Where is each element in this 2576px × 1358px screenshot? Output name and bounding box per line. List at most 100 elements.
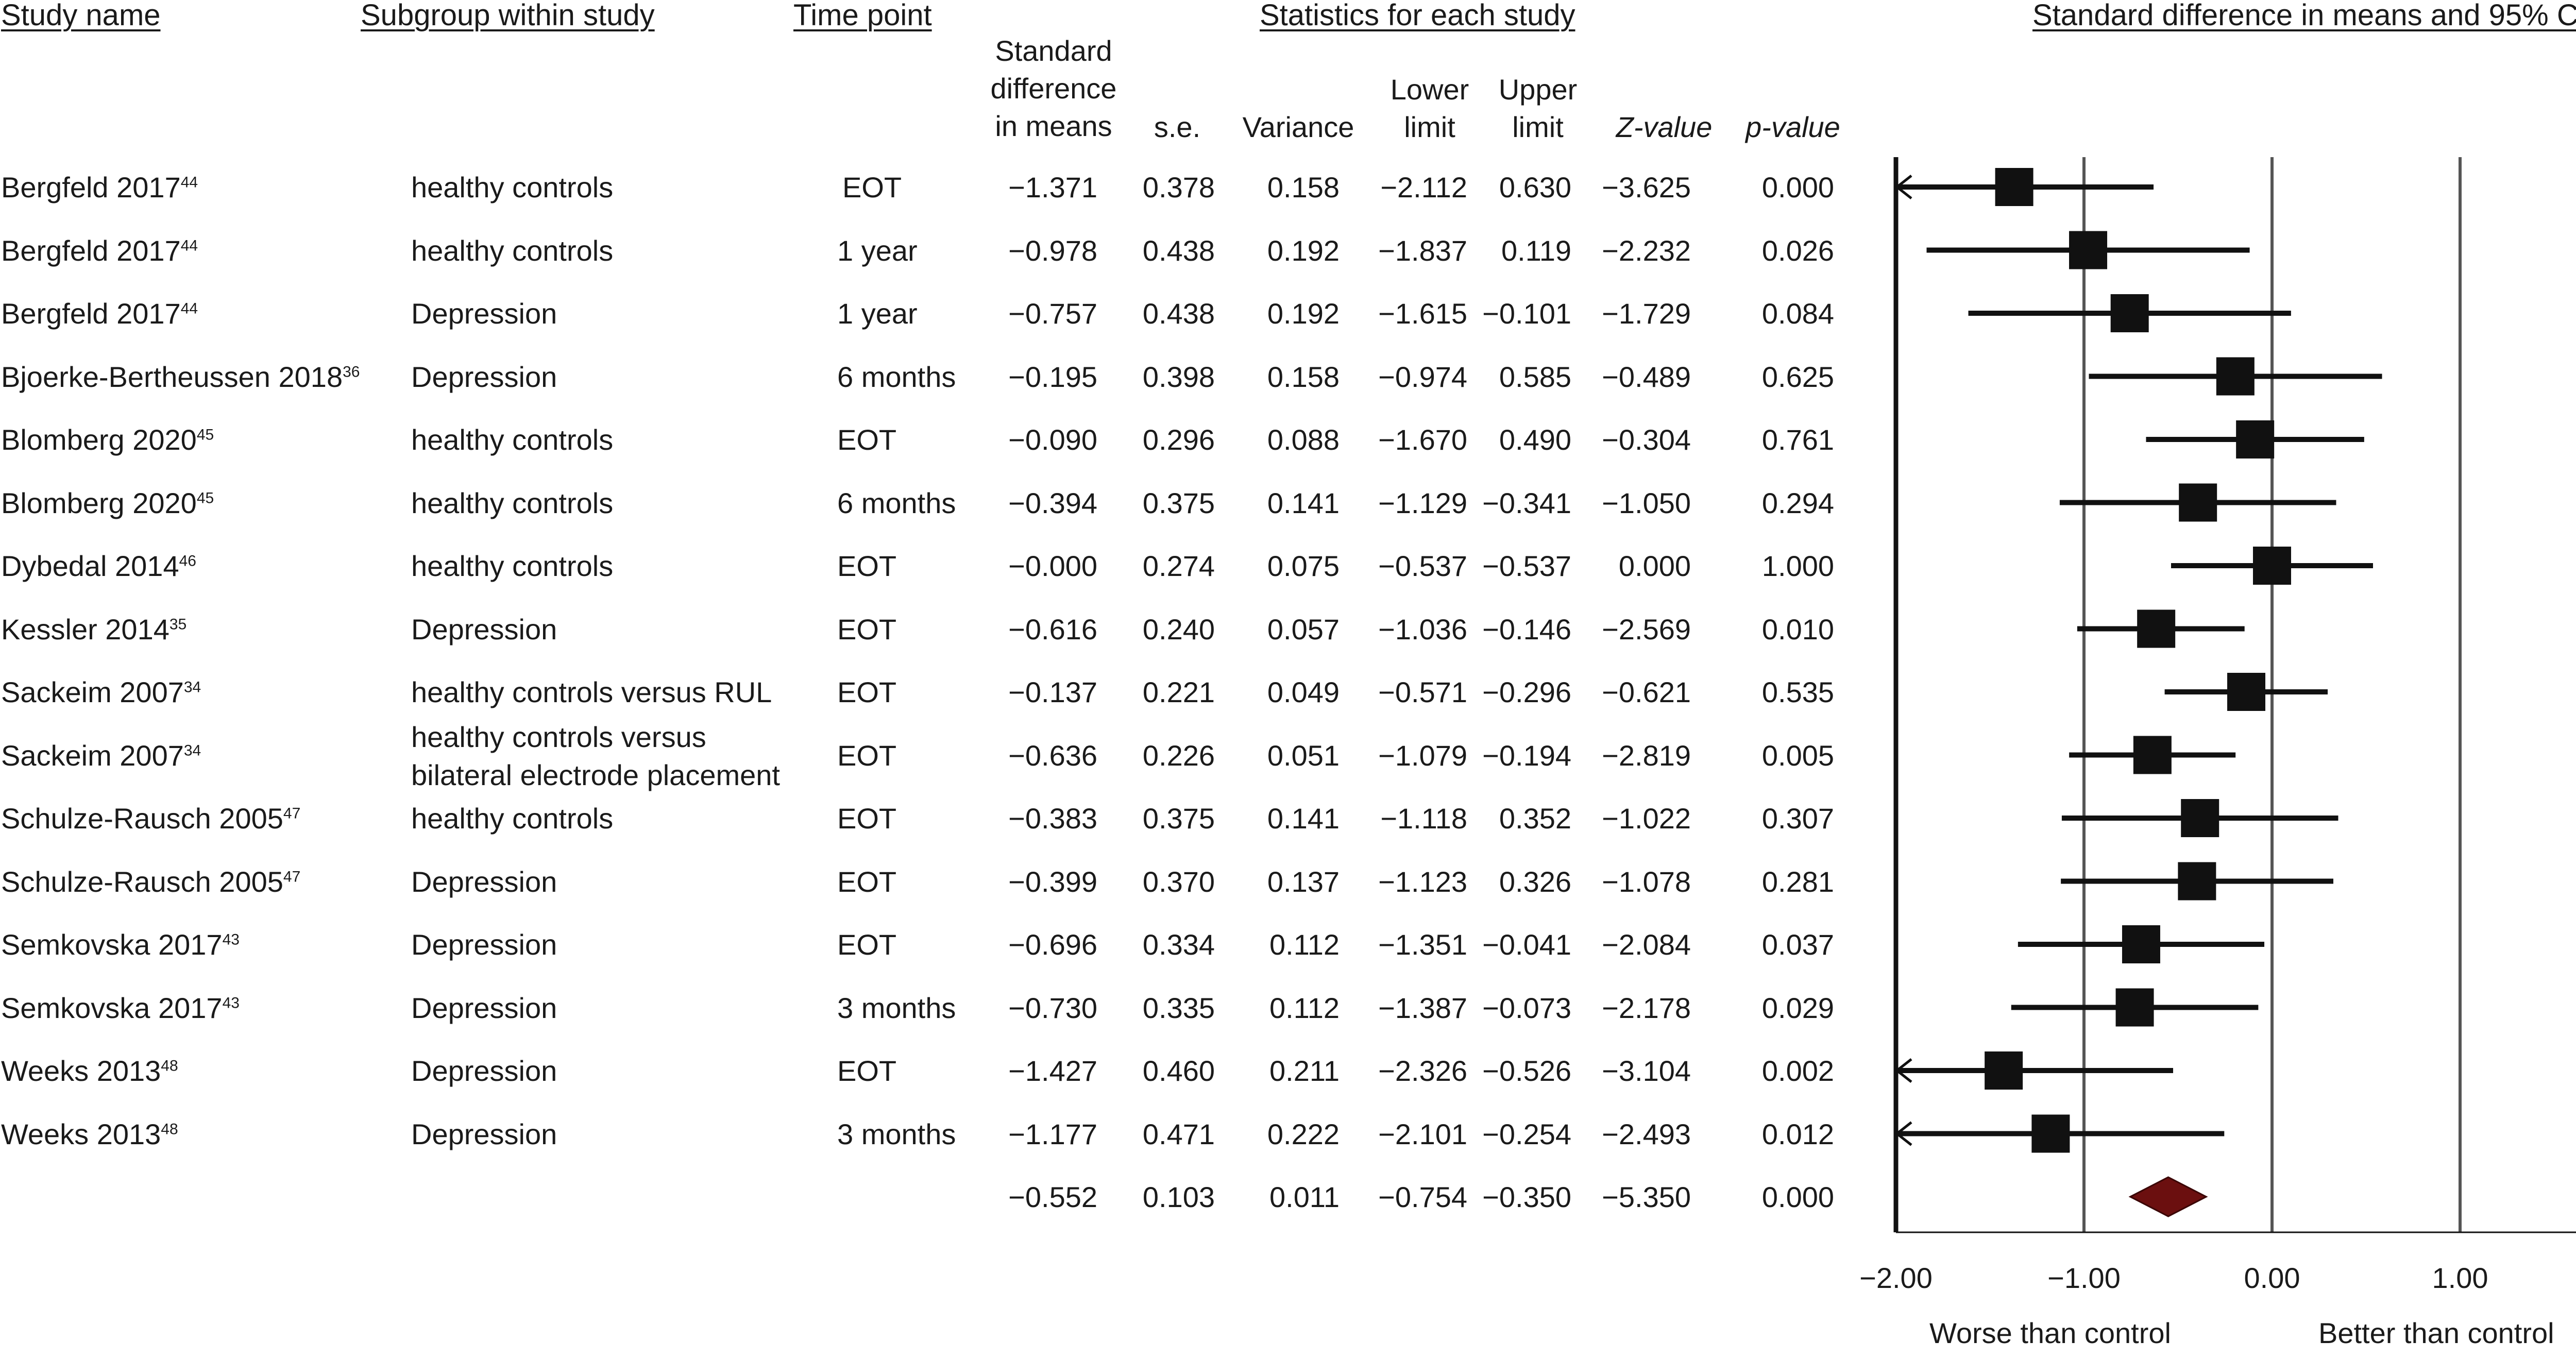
cell-subgroup: Depression — [411, 1117, 557, 1150]
cell-study-name: Sackeim 200734 — [1, 737, 201, 774]
cell-smd: −0.394 — [1008, 486, 1097, 519]
cell-lower: −1.615 — [1378, 297, 1467, 330]
cell-se: 0.398 — [1142, 360, 1215, 393]
cell-z: −1.729 — [1602, 297, 1691, 330]
study-name-text: Schulze-Rausch 2005 — [1, 802, 283, 835]
cell-subgroup: Depression — [411, 991, 557, 1024]
subheader-upper-text: Upper limit — [1498, 73, 1578, 143]
cell-time-point: EOT — [837, 676, 897, 708]
reference-number: 47 — [283, 805, 301, 822]
cell-study-name: Dybedal 201446 — [1, 548, 196, 585]
cell-upper: −0.350 — [1482, 1181, 1571, 1213]
cell-var: 0.137 — [1267, 865, 1340, 898]
cell-upper: −0.194 — [1482, 739, 1571, 772]
cell-time-point: 1 year — [837, 297, 918, 330]
x-tick-label: −1.00 — [2047, 1262, 2121, 1294]
cell-var: 0.158 — [1267, 360, 1340, 393]
cell-z: −2.084 — [1602, 928, 1691, 961]
reference-number: 48 — [161, 1120, 178, 1138]
estimate-square — [2110, 294, 2149, 332]
cell-study-name: Schulze-Rausch 200547 — [1, 863, 300, 901]
cell-lower: −0.754 — [1378, 1181, 1467, 1213]
cell-smd: −0.383 — [1008, 802, 1097, 835]
estimate-square — [2178, 862, 2216, 901]
cell-se: 0.375 — [1142, 486, 1215, 519]
cell-var: 0.141 — [1267, 486, 1340, 519]
cell-se: 0.378 — [1142, 171, 1215, 203]
cell-upper: 0.630 — [1499, 171, 1571, 203]
reference-number: 46 — [179, 552, 196, 570]
cell-smd: −1.371 — [1008, 171, 1097, 203]
cell-p: 0.010 — [1761, 613, 1834, 646]
cell-se: 0.471 — [1142, 1117, 1215, 1150]
cell-time-point: EOT — [837, 928, 897, 961]
cell-upper: −0.341 — [1482, 486, 1571, 519]
estimate-square — [2137, 609, 2176, 648]
cell-subgroup: healthy controls — [411, 486, 614, 519]
cell-p: 0.002 — [1761, 1055, 1834, 1087]
estimate-square — [2216, 357, 2255, 396]
cell-smd: −1.177 — [1008, 1117, 1097, 1150]
cell-time-point: EOT — [837, 613, 897, 646]
reference-number: 43 — [222, 994, 240, 1011]
cell-study-name: Blomberg 202045 — [1, 421, 214, 459]
estimate-square — [2181, 799, 2219, 837]
cell-lower: −1.129 — [1378, 486, 1467, 519]
cell-p: 0.000 — [1761, 171, 1834, 203]
cell-study-name: Schulze-Rausch 200547 — [1, 800, 300, 837]
estimate-square — [2069, 231, 2108, 269]
cell-var: 0.057 — [1267, 613, 1340, 646]
reference-number: 44 — [180, 300, 198, 317]
cell-var: 0.112 — [1269, 928, 1340, 961]
cell-var: 0.112 — [1269, 991, 1340, 1024]
cell-z: −0.489 — [1602, 360, 1691, 393]
cell-study-name: Bergfeld 201744 — [1, 232, 198, 269]
cell-study-name: Bergfeld 201744 — [1, 169, 198, 206]
estimate-square — [2031, 1114, 2070, 1153]
cell-upper: 0.119 — [1501, 234, 1571, 267]
reference-number: 43 — [222, 931, 240, 948]
reference-number: 44 — [180, 236, 198, 254]
subheader-z: Z-value — [1616, 111, 1713, 143]
subheader-upper: Upper limit — [1494, 71, 1582, 146]
cell-smd: −0.000 — [1008, 550, 1097, 582]
cell-z: −1.078 — [1602, 865, 1691, 898]
cell-se: 0.438 — [1142, 297, 1215, 330]
cell-lower: −0.537 — [1378, 550, 1467, 582]
reference-number: 47 — [283, 868, 301, 885]
cell-var: 0.222 — [1267, 1117, 1340, 1150]
cell-smd: −0.730 — [1008, 991, 1097, 1024]
cell-p: 0.005 — [1761, 739, 1834, 772]
cell-var: 0.211 — [1269, 1055, 1340, 1087]
cell-se: 0.296 — [1142, 423, 1215, 456]
cell-time-point: EOT — [842, 171, 902, 203]
cell-z: −0.621 — [1602, 676, 1691, 708]
cell-z: −3.104 — [1602, 1055, 1691, 1087]
cell-subgroup: healthy controls — [411, 550, 614, 582]
study-name-text: Schulze-Rausch 2005 — [1, 865, 283, 898]
cell-subgroup: Depression — [411, 928, 557, 961]
cell-p: 0.000 — [1761, 1181, 1834, 1213]
subheader-se: s.e. — [1154, 111, 1201, 143]
cell-time-point: 3 months — [837, 1117, 956, 1150]
reference-number: 45 — [196, 489, 214, 506]
cell-p: 0.029 — [1761, 991, 1834, 1024]
cell-upper: −0.146 — [1482, 613, 1571, 646]
cell-z: 0.000 — [1618, 550, 1691, 582]
cell-study-name: Weeks 201348 — [1, 1116, 178, 1153]
cell-lower: −1.837 — [1378, 234, 1467, 267]
study-name-text: Blomberg 2020 — [1, 486, 197, 519]
estimate-square — [2179, 483, 2217, 522]
cell-z: −2.232 — [1602, 234, 1691, 267]
cell-subgroup: Depression — [411, 613, 557, 646]
cell-lower: −1.670 — [1378, 423, 1467, 456]
cell-p: 0.625 — [1761, 360, 1834, 393]
cell-se: 0.274 — [1142, 550, 1215, 582]
cell-var: 0.141 — [1267, 802, 1340, 835]
cell-upper: 0.585 — [1499, 360, 1571, 393]
header-study-name: Study name — [1, 0, 161, 32]
reference-number: 34 — [183, 678, 201, 696]
cell-smd: −0.978 — [1008, 234, 1097, 267]
subheader-p: p-value — [1745, 111, 1840, 143]
